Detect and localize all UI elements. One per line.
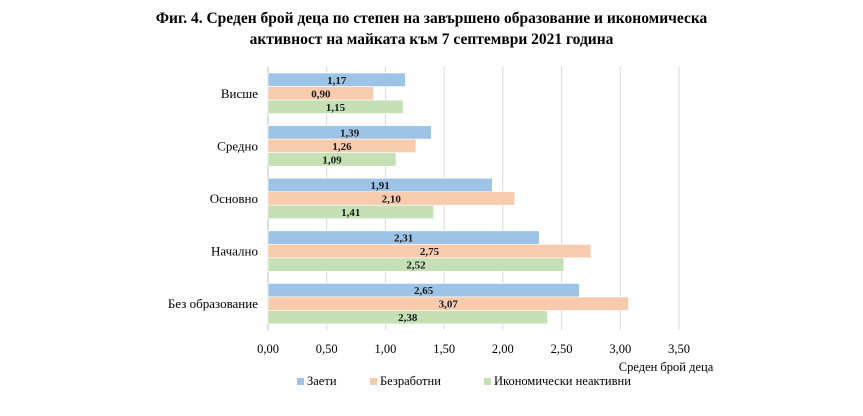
bar xyxy=(267,204,434,220)
data-label: 2,52 xyxy=(406,260,426,272)
bar xyxy=(267,310,548,325)
bar xyxy=(267,152,397,167)
bar xyxy=(267,257,565,272)
legend-label: Заети xyxy=(307,374,337,388)
category-label: Основно xyxy=(210,191,258,206)
category-label: Висше xyxy=(221,86,258,101)
data-label: 1,09 xyxy=(322,154,342,166)
data-label: 2,38 xyxy=(398,312,418,324)
category-label: Без образование xyxy=(168,296,258,311)
data-label: 1,39 xyxy=(340,127,360,139)
legend-label: Безработни xyxy=(380,374,441,388)
legend-swatch xyxy=(484,378,491,385)
chart-title-line-1: Фиг. 4. Среден брой деца по степен на за… xyxy=(155,10,708,27)
x-axis-label: Среден брой деца xyxy=(619,360,714,374)
x-tick-label: 3,00 xyxy=(609,342,631,356)
x-tick-label: 2,00 xyxy=(492,342,514,356)
x-tick-label: 3,50 xyxy=(668,342,690,356)
category-label: Начално xyxy=(211,244,258,259)
x-tick-label: 2,50 xyxy=(551,342,573,356)
x-tick-label: 1,00 xyxy=(374,342,396,356)
data-label: 3,07 xyxy=(439,299,459,311)
chart-title-line-2: активност на майката към 7 септември 202… xyxy=(249,31,614,48)
data-label: 2,10 xyxy=(382,194,402,206)
data-label: 0,90 xyxy=(311,88,331,100)
chart-title: Фиг. 4. Среден брой деца по степен на за… xyxy=(0,8,863,50)
data-label: 1,26 xyxy=(332,141,352,153)
data-label: 1,41 xyxy=(341,207,360,219)
data-label: 1,17 xyxy=(327,75,347,87)
legend-swatch xyxy=(370,378,377,385)
data-label: 2,65 xyxy=(414,285,434,297)
data-label: 1,15 xyxy=(326,102,346,114)
data-label: 2,31 xyxy=(394,233,413,245)
x-tick-label: 0,50 xyxy=(316,342,338,356)
x-tick-label: 0,00 xyxy=(257,342,279,356)
data-label: 2,75 xyxy=(420,246,440,258)
x-tick-label: 1,50 xyxy=(433,342,455,356)
legend-label: Икономически неактивни xyxy=(494,374,631,388)
data-label: 1,91 xyxy=(371,180,390,192)
category-label: Средно xyxy=(217,138,258,153)
bar xyxy=(267,99,404,114)
legend-swatch xyxy=(297,378,304,385)
